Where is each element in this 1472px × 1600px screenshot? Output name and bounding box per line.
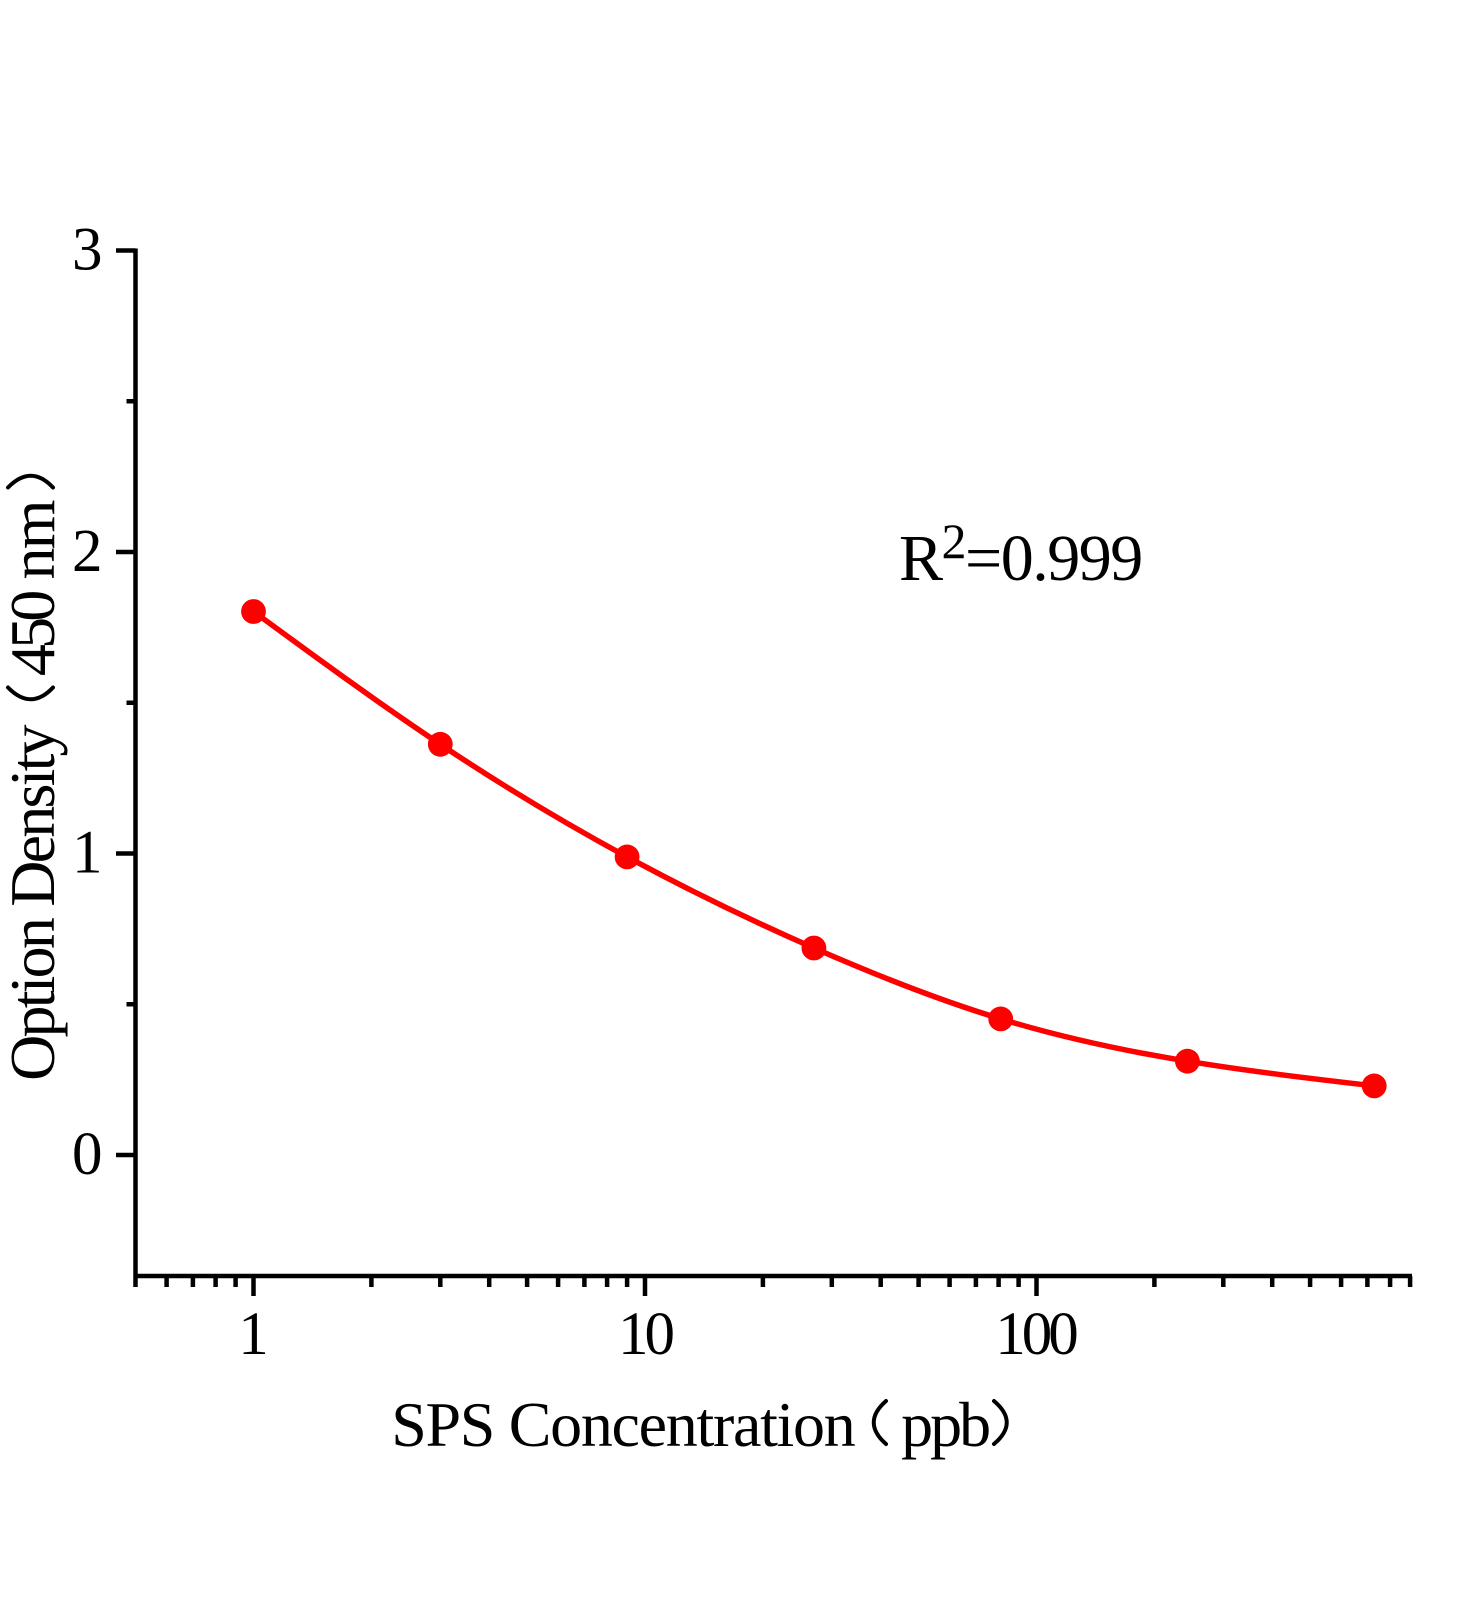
svg-text:0: 0 [72,1121,101,1188]
svg-text:SPS Concentration(ppb): SPS Concentration(ppb) [391,1389,1007,1460]
svg-text:1: 1 [238,1301,265,1368]
svg-text:100: 100 [995,1301,1077,1368]
svg-text:Option Density(450nm): Option Density(450nm) [0,476,68,1081]
svg-text:R2=0.999: R2=0.999 [899,513,1142,595]
svg-text:2: 2 [72,518,100,585]
svg-text:10: 10 [618,1301,674,1368]
svg-text:3: 3 [72,217,101,284]
svg-text:1: 1 [72,820,99,887]
